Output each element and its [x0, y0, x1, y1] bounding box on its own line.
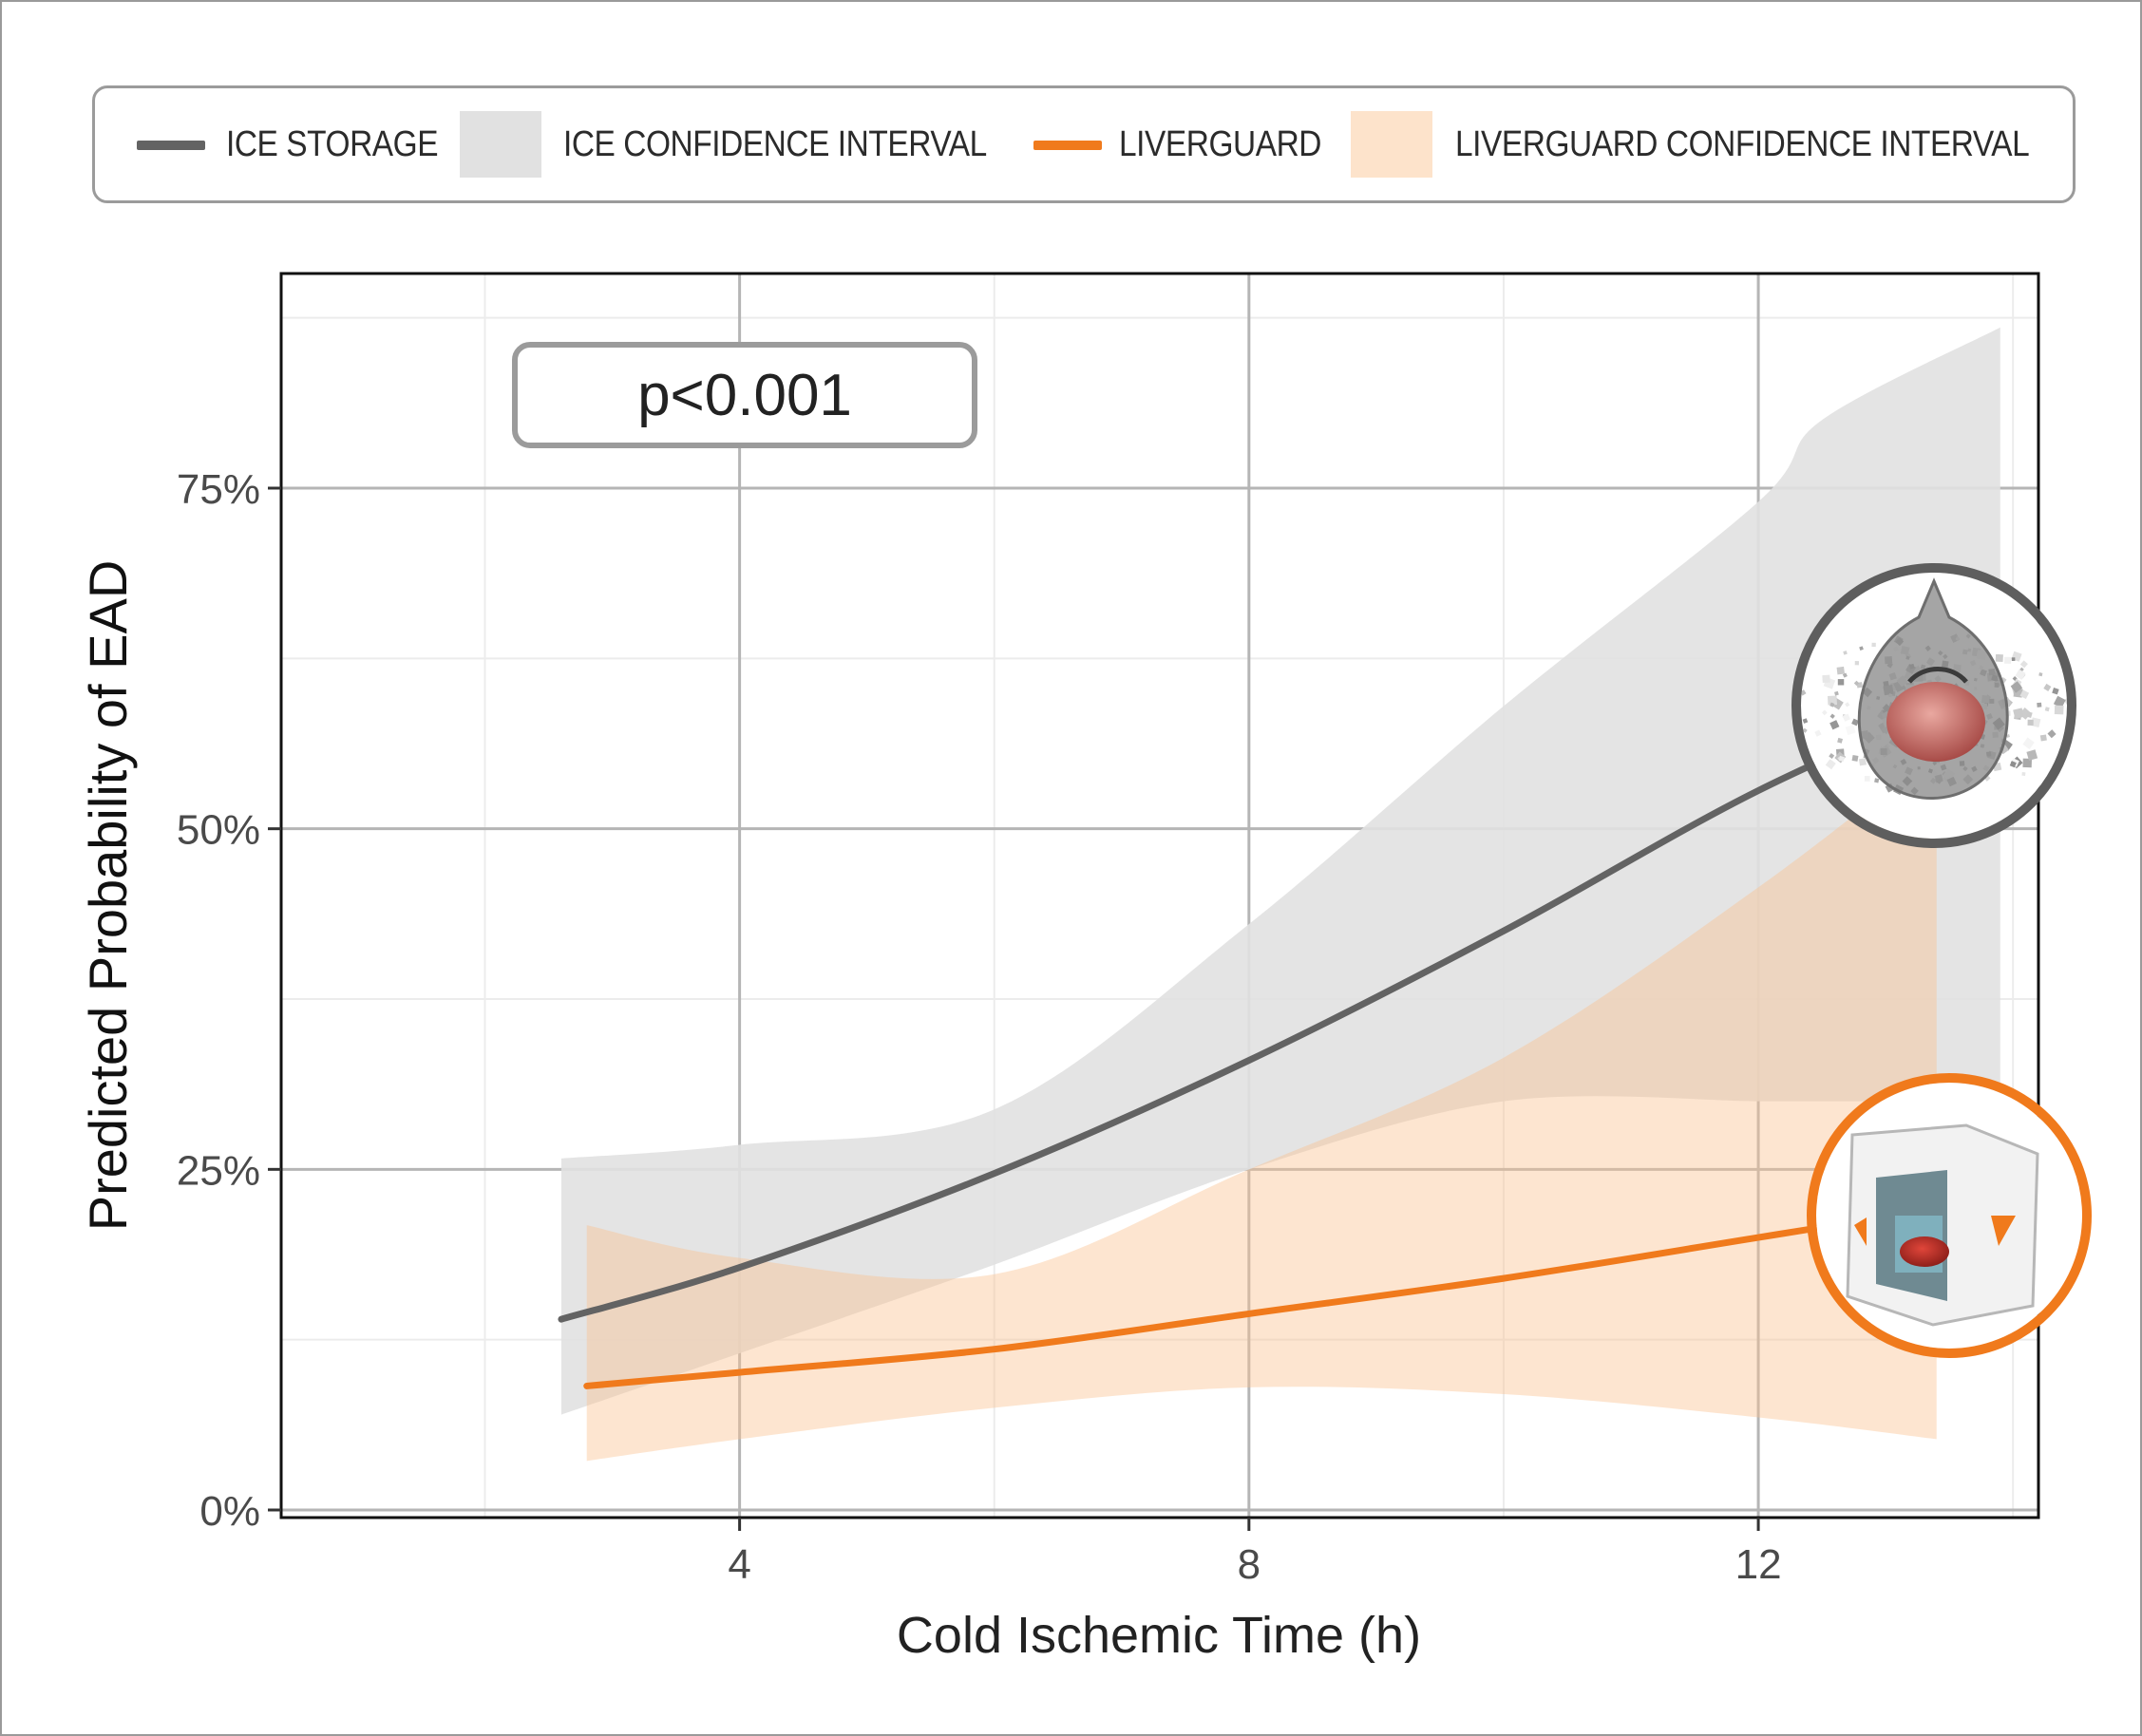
ice-crystal [2047, 729, 2057, 739]
ice-crystal [2039, 734, 2047, 742]
ice-crystal [1838, 755, 1846, 763]
ice-crystal [1864, 776, 1870, 782]
ice-crystal [1829, 720, 1840, 730]
ice-crystal [2043, 683, 2052, 691]
ice-crystal [2027, 719, 2034, 726]
x-axis-title: Cold Ischemic Time (h) [897, 1607, 1421, 1664]
x-tick-label-2: 12 [1735, 1541, 1782, 1588]
y-tick-label-1: 25% [177, 1147, 260, 1194]
ice-crystal [2010, 681, 2023, 693]
ice-crystal [2052, 688, 2059, 695]
pvalue-text: p<0.001 [637, 363, 852, 428]
legend-key-ice-ci [460, 111, 541, 178]
ice-crystal [1814, 729, 1822, 737]
liver-in-bag [1886, 682, 1985, 762]
ice-crystal [1802, 727, 1808, 733]
ice-crystal [2022, 758, 2033, 768]
ice-crystal [1842, 672, 1848, 678]
y-tick-label-2: 50% [177, 807, 260, 854]
ice-ci-ribbon [560, 327, 2000, 1415]
ice-crystal [2054, 705, 2064, 715]
bag-opening [1907, 667, 1968, 684]
y-axis-ticks: 0% 25% 50% 75% [177, 466, 281, 1535]
pvalue-annotation: p<0.001 [512, 342, 977, 448]
ice-crystal [2022, 737, 2035, 749]
ci-ribbons [560, 327, 2000, 1462]
y-tick-label-3: 75% [177, 466, 260, 513]
device-liver [1900, 1236, 1949, 1267]
x-tick-label-0: 4 [728, 1541, 750, 1588]
x-tick-label-1: 8 [1238, 1541, 1261, 1588]
device-accent-left [1854, 1217, 1867, 1246]
liverguard-device-icon [1807, 1073, 2092, 1358]
legend-label-liverguard-ci: LIVERGUARD CONFIDENCE INTERVAL [1455, 124, 2030, 164]
ice-crystal [2015, 669, 2026, 680]
liverguard-icon-ring [1807, 1073, 2092, 1358]
ice-crystal [1851, 718, 1859, 726]
ice-crystal [1854, 661, 1860, 666]
ice-crystal [2025, 711, 2033, 718]
ice-crystal [1837, 679, 1845, 686]
ice-crystal [1845, 702, 1850, 708]
liverguard-line [583, 1205, 1941, 1389]
y-axis-title: Predicted Probability of EAD [78, 560, 138, 1232]
ice-crystal [1845, 725, 1856, 736]
series-lines [558, 679, 2004, 1389]
ice-crystal [2021, 772, 2026, 776]
ice-crystal [2019, 689, 2030, 699]
ice-icon-ring [1791, 563, 2076, 848]
legend-key-liverguard-ci [1351, 111, 1432, 178]
ice-crystal [2026, 749, 2038, 761]
ice-crystal [1837, 737, 1843, 744]
ice-crystal [1827, 695, 1837, 706]
ice-crystal [1829, 753, 1835, 759]
ice-crystal [1829, 702, 1835, 708]
x-axis-ticks: 4 8 12 [728, 1518, 1782, 1588]
ice-storage-liver-icon [1791, 563, 2076, 848]
ice-crystal [2011, 657, 2016, 661]
ice-crystal [1858, 758, 1867, 766]
ice-crystal [1842, 713, 1850, 722]
ice-crystal [1836, 666, 1845, 675]
liverguard-ci-ribbon [586, 749, 1937, 1462]
ice-crystal [1843, 651, 1848, 655]
ice-storage-line [558, 679, 2004, 1323]
ice-crystal [1871, 642, 1876, 648]
device-accent [1991, 1216, 2016, 1246]
ice-crystal [1851, 755, 1859, 762]
legend: ICE STORAGE ICE CONFIDENCE INTERVAL LIVE… [92, 85, 2076, 203]
legend-key-ice-storage [137, 141, 205, 150]
legend-label-liverguard: LIVERGUARD [1119, 124, 1322, 164]
legend-label-ice-storage: ICE STORAGE [226, 124, 439, 164]
ice-crystal [2038, 672, 2043, 677]
ice-crystal [2006, 734, 2010, 738]
ice-crystal [1834, 690, 1839, 696]
ice-crystal [2053, 695, 2066, 708]
ice-crystal [2019, 660, 2028, 669]
ice-crystal [1822, 674, 1830, 684]
pvalue-box [512, 342, 977, 448]
ice-crystal [1825, 759, 1836, 770]
ice-crystal [1853, 680, 1860, 687]
ice-crystal [1859, 646, 1864, 651]
ice-crystal [1802, 718, 1809, 724]
legend-key-liverguard [1033, 141, 1102, 150]
y-tick-label-0: 0% [199, 1488, 260, 1535]
ice-crystal [2013, 708, 2024, 720]
ice-crystal [1829, 713, 1835, 719]
plot-panel-border [279, 272, 2040, 1519]
ice-crystal [2044, 707, 2050, 712]
ice-crystal [1995, 653, 2003, 663]
ice-crystal [2004, 656, 2012, 664]
ice-crystal [1874, 778, 1880, 783]
legend-label-ice-ci: ICE CONFIDENCE INTERVAL [563, 124, 987, 164]
ice-crystal [1821, 709, 1828, 716]
ice-crystal [2037, 702, 2042, 708]
ice-crystal [2009, 761, 2017, 768]
